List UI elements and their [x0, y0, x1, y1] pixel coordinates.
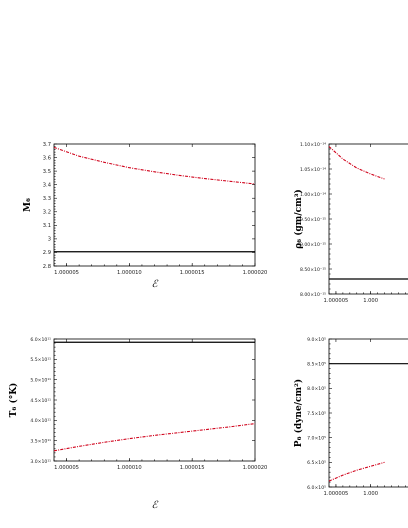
y-tick-label: 1.10×10⁻¹⁴: [300, 142, 326, 148]
plot-frame: [53, 338, 256, 462]
chart-panel-top-right: 8.00×10⁻¹⁵ 8.50×10⁻¹⁵ 9.00×10⁻¹⁵ 9.50×10⁻¹⁵…: [293, 142, 408, 304]
x-axis-label: ℰ: [151, 500, 158, 511]
x-tick-label: 1.000005: [54, 465, 79, 471]
x-tick-label: 1.000: [363, 298, 378, 304]
y-tick-label: 8.00×10⁻¹⁵: [300, 292, 326, 298]
x-tick-label: 1.000015: [180, 270, 205, 276]
y-tick-label: 3.6: [43, 155, 51, 161]
y-tick-label: 3.4: [43, 182, 52, 188]
y-tick-label: 7.5×10⁵: [307, 411, 326, 417]
y-tick-label: 3.0×10¹¹: [30, 459, 51, 465]
y-axis-label: T₆ (°K): [8, 383, 19, 418]
y-tick-label: 4.0×10¹¹: [30, 418, 51, 424]
chart-panel-top-left: 2.8 2.9 3 3.1 3.2 3.3 3.4 3.5 3.6 3.7 1.000005 1.00…: [23, 142, 267, 290]
y-tick-label: 8.0×10⁵: [307, 386, 326, 392]
y-tick-label: 5.0×10¹¹: [30, 377, 51, 383]
y-tick-label: 6.5×10⁵: [307, 460, 326, 466]
y-tick-label: 3: [48, 237, 51, 243]
chart-panel-bottom-right: 6.0×10⁵ 6.5×10⁵ 7.0×10⁵ 7.5×10⁵ 8.0×10⁵ 8.5×1…: [293, 337, 408, 497]
y-tick-label: 3.7: [43, 142, 51, 148]
y-tick-label: 6.0×10¹¹: [30, 337, 51, 343]
dashed-red-series-line: [53, 423, 256, 452]
x-tick-label: 1.000: [363, 491, 378, 497]
y-tick-label: 9.50×10⁻¹⁵: [300, 217, 326, 223]
x-tick-label: 1.000020: [243, 465, 268, 471]
y-tick-label: 6.0×10⁵: [307, 485, 326, 491]
x-tick-label: 1.000010: [117, 465, 142, 471]
y-tick-label: 3.3: [43, 196, 51, 202]
x-tick-label: 1.000005: [324, 491, 349, 497]
y-tick-label: 1.00×10⁻¹⁴: [300, 192, 326, 198]
y-axis-label: P₆ (dyne/cm²): [293, 379, 304, 447]
y-tick-label: 9.00×10⁻¹⁵: [300, 242, 326, 248]
plot-frame: [328, 338, 408, 488]
y-tick-label: 8.5×10⁵: [307, 361, 326, 367]
x-tick-label: 1.000005: [54, 270, 79, 276]
x-tick-label: 1.000005: [324, 298, 349, 304]
y-tick-label: 1.05×10⁻¹⁴: [300, 167, 326, 173]
y-tick-label: 5.5×10¹¹: [30, 357, 51, 363]
plot-frame: [328, 143, 408, 295]
y-axis-label: ρ₆ (gm/cm³): [293, 189, 304, 249]
chart-panel-bottom-left: 3.0×10¹¹ 3.5×10¹¹ 4.0×10¹¹ 4.5×10¹¹ 5.0×10¹¹…: [8, 337, 267, 511]
y-tick-label: 3.2: [43, 210, 51, 216]
y-tick-label: 2.9: [43, 250, 51, 256]
y-tick-label: 3.5×10¹¹: [30, 438, 51, 444]
y-tick-label: 3.5: [43, 169, 51, 175]
x-tick-label: 1.000015: [180, 465, 205, 471]
y-tick-label: 9.0×10⁵: [307, 337, 326, 343]
x-tick-label: 1.000010: [117, 270, 142, 276]
y-tick-label: 7.0×10⁵: [307, 435, 326, 441]
dashed-red-series-line: [53, 146, 256, 185]
y-tick-label: 4.5×10¹¹: [30, 398, 51, 404]
x-tick-label: 1.000020: [243, 270, 268, 276]
y-tick-label: 3.1: [43, 223, 51, 229]
x-axis-label: ℰ: [151, 279, 158, 290]
plot-frame: [53, 143, 256, 267]
y-axis-label: M₆: [23, 198, 33, 212]
y-tick-label: 2.8: [43, 264, 51, 270]
dashed-red-series-line: [328, 146, 385, 180]
dashed-red-series-line: [328, 461, 385, 482]
y-tick-label: 8.50×10⁻¹⁵: [300, 267, 326, 273]
